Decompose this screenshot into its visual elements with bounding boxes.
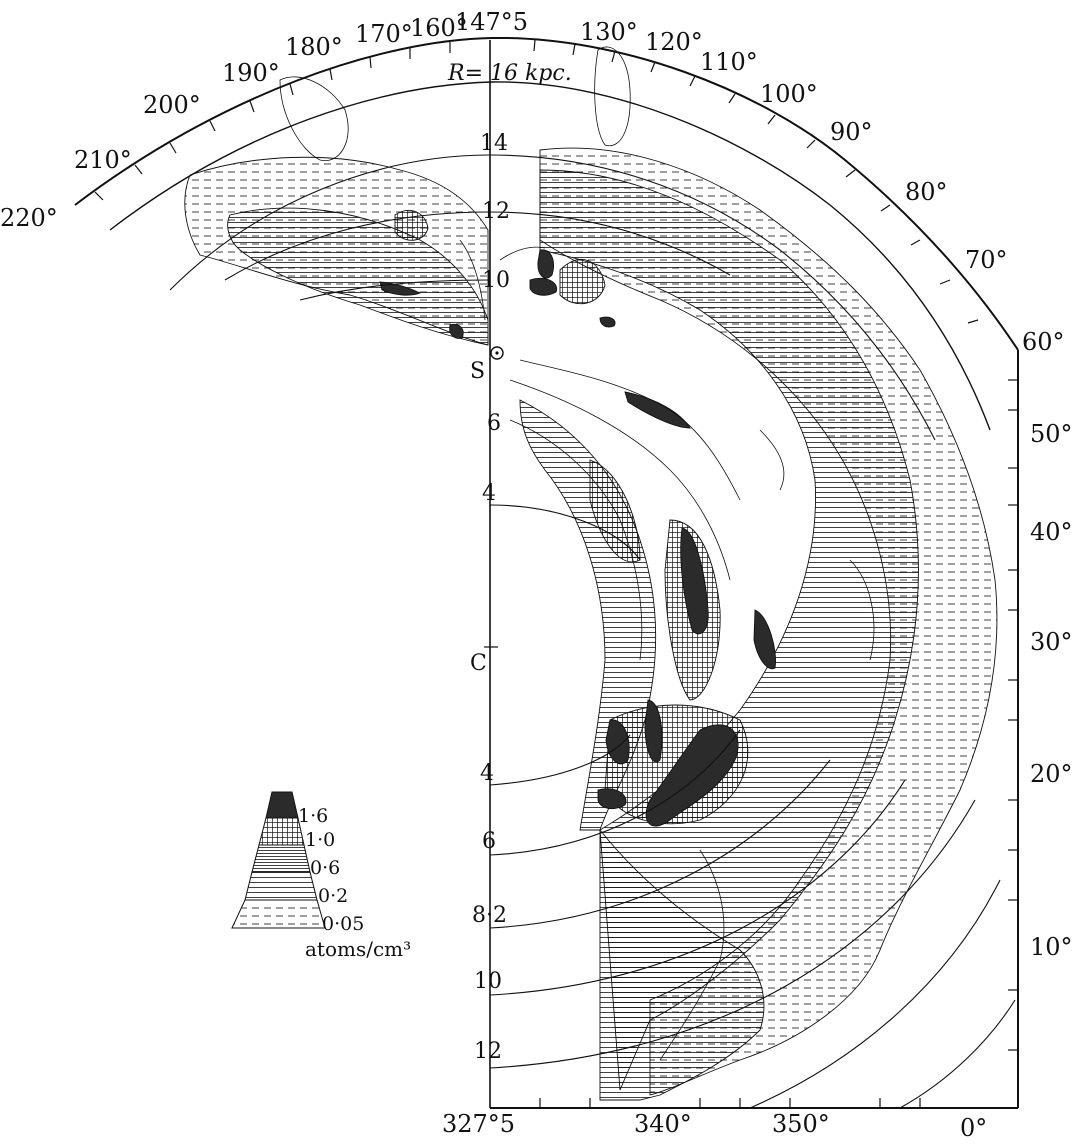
scale-100: 100° <box>760 80 818 108</box>
lower-radius-12: 12 <box>474 1039 502 1064</box>
scale-210: 210° <box>74 146 132 174</box>
scale-190: 190° <box>222 59 280 87</box>
scale-200: 200° <box>143 91 201 119</box>
scale-130: 130° <box>580 18 638 46</box>
right-scale-ticks <box>1008 380 1018 1050</box>
radius-title: R= 16 kpc. <box>447 61 572 86</box>
upper-radius-4: 4 <box>482 481 496 506</box>
scale-147-5: 147°5 <box>455 8 528 36</box>
region-dense-2 <box>754 610 776 669</box>
region-dense-12 <box>625 392 690 428</box>
legend-level-0-05 <box>232 900 325 928</box>
legend-label-1-6: 1·6 <box>298 805 328 827</box>
upper-radius-10: 10 <box>482 268 510 293</box>
bottom-scale-ticks <box>540 1098 920 1108</box>
upper-radius-14: 14 <box>480 131 508 156</box>
scale-80: 80° <box>905 178 948 206</box>
lower-radius-10: 10 <box>474 969 502 994</box>
region-dense-7 <box>538 250 554 278</box>
legend-label-0-2: 0·2 <box>318 885 348 907</box>
scale-0: 0° <box>960 1114 987 1142</box>
scale-20: 20° <box>1030 760 1073 788</box>
scale-30: 30° <box>1030 628 1073 656</box>
scale-120: 120° <box>645 28 703 56</box>
region-dense-8 <box>530 278 557 295</box>
scale-50: 50° <box>1030 420 1073 448</box>
scale-40: 40° <box>1030 518 1073 546</box>
upper-radius-12: 12 <box>482 199 510 224</box>
scale-90: 90° <box>830 118 873 146</box>
sun-label: S <box>470 359 485 384</box>
scale-180: 180° <box>285 33 343 61</box>
region-dense-11 <box>600 317 615 327</box>
legend-label-1-0: 1·0 <box>305 829 335 851</box>
scale-340: 340° <box>634 1110 692 1138</box>
scale-70: 70° <box>965 246 1008 274</box>
legend-label-0-05: 0·05 <box>322 913 364 935</box>
upper-radius-6: 6 <box>487 411 501 436</box>
lower-radius-4: 4 <box>480 761 494 786</box>
legend-unit: atoms/cm³ <box>305 937 411 961</box>
lower-radius-8-2: 8·2 <box>472 903 507 928</box>
scale-10: 10° <box>1030 933 1073 961</box>
scale-220: 220° <box>0 204 58 232</box>
scale-60: 60° <box>1022 328 1065 356</box>
scale-327-5: 327°5 <box>442 1110 515 1138</box>
scale-170: 170° <box>355 20 413 48</box>
sun-marker-dot <box>495 351 498 354</box>
scale-350: 350° <box>772 1110 830 1138</box>
density-legend: 1·6 1·0 0·6 0·2 0·05 atoms/cm³ <box>232 792 411 961</box>
legend-level-0-6 <box>252 845 310 872</box>
center-label: C <box>470 651 487 676</box>
lower-radius-6: 6 <box>482 829 496 854</box>
legend-level-0-2 <box>245 872 317 900</box>
legend-label-0-6: 0·6 <box>310 857 340 879</box>
scale-110: 110° <box>700 48 758 76</box>
legend-level-1-6 <box>266 792 298 818</box>
